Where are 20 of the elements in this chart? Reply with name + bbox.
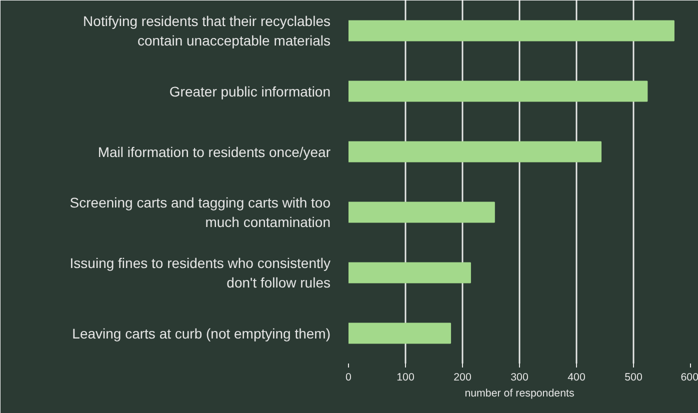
y-tick-label: Notifying residents that their recyclables contain unacceptable materials (83, 13, 331, 48)
bar (348, 202, 495, 223)
x-tick-label: 200 (454, 372, 472, 384)
bar (348, 80, 648, 102)
x-tick-label: 300 (510, 372, 528, 384)
x-tick-label: 100 (396, 372, 414, 384)
bar (348, 20, 674, 42)
y-tick-label: Leaving carts at curb (not emptying them) (72, 325, 330, 342)
bar (348, 262, 471, 284)
x-tick-label: 0 (346, 372, 352, 384)
x-axis-title: number of respondents (464, 388, 574, 400)
y-tick-label: Screening carts and tagging carts with too much contamination (70, 194, 331, 230)
y-tick-label: Issuing fines to residents who consistently don't follow rules (70, 255, 331, 290)
x-tick-label: 600 (680, 372, 698, 384)
bar (348, 141, 602, 162)
x-tick-label: 500 (624, 372, 642, 384)
y-tick-label: Mail iformation to residents once/year (98, 144, 331, 160)
y-tick-label: Greater public information (169, 83, 331, 100)
x-tick-label: 400 (568, 372, 586, 384)
bar (348, 322, 452, 344)
